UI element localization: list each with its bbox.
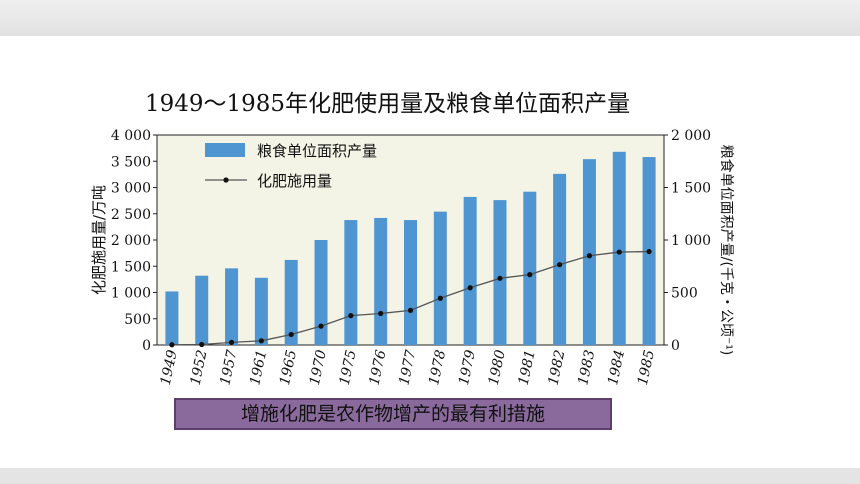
bar-grain-yield [254,277,268,345]
right-tick-label: 1 000 [671,233,711,249]
left-tick-label: 1 000 [111,286,151,302]
point-fertilizer [527,272,533,278]
point-fertilizer [169,342,175,348]
legend-swatch-bars [205,143,245,157]
legend-swatch-point [223,177,229,183]
left-tick-label: 3 000 [111,181,151,197]
x-tick-label: 1978 [426,348,449,386]
right-axis-label: 粮食单位面积产量/(千克・公顷⁻¹) [718,145,735,356]
top-band [0,0,860,36]
point-fertilizer [348,313,354,319]
x-tick-label: 1977 [396,348,419,386]
point-fertilizer [199,341,205,348]
x-tick-label: 1961 [247,349,270,387]
bottom-band [0,468,860,484]
x-tick-label: 1985 [635,348,658,386]
x-tick-label: 1965 [277,348,300,386]
x-tick-label: 1979 [456,348,479,386]
x-tick-label: 1984 [605,349,628,387]
bar-grain-yield [463,196,477,345]
bar-grain-yield [225,268,239,345]
point-fertilizer [616,249,622,255]
chart-title: 1949～1985年化肥使用量及粮食单位面积产量 [145,91,631,117]
bar-grain-yield [553,173,567,345]
x-tick-label: 1957 [217,348,240,386]
bar-grain-yield [523,191,537,345]
bar-grain-yield [165,291,179,345]
point-fertilizer [586,253,593,259]
x-tick-label: 1970 [307,348,330,386]
point-fertilizer [288,331,294,338]
x-tick-label: 1983 [575,348,598,386]
x-tick-label: 1975 [337,348,360,386]
x-tick-label: 1981 [516,349,539,387]
x-tick-label: 1952 [188,348,211,386]
left-axis-label: 化肥施用量/万吨 [90,185,108,295]
point-fertilizer [318,323,324,329]
bar-grain-yield [284,259,298,345]
point-fertilizer [467,285,473,291]
bar-grain-yield [404,220,417,345]
legend-label-line: 化肥施用量 [257,172,332,190]
left-tick-label: 3 500 [111,154,151,170]
point-fertilizer [407,307,414,313]
point-fertilizer [378,310,384,317]
x-tick-label: 1982 [545,348,568,386]
bar-grain-yield [582,159,596,345]
left-tick-label: 2 500 [111,207,151,223]
left-tick-label: 500 [124,312,151,328]
right-tick-label: 1 500 [671,181,711,197]
point-fertilizer [497,275,503,281]
x-tick-label: 1949 [158,348,181,386]
left-tick-label: 4 000 [111,128,151,144]
left-tick-label: 2 000 [111,233,151,249]
point-fertilizer [258,338,264,344]
bar-grain-yield [493,200,507,345]
left-tick-label: 1 500 [111,259,151,275]
right-tick-label: 0 [671,338,680,354]
bar-grain-yield [314,240,328,345]
legend-label-bars: 粮食单位面积产量 [257,142,377,160]
bar-grain-yield [612,151,626,345]
point-fertilizer [228,339,235,345]
right-tick-label: 2 000 [671,128,711,144]
point-fertilizer [557,262,563,268]
conclusion-callout: 增施化肥是农作物增产的最有利措施 [174,398,612,430]
bar-grain-yield [433,211,447,345]
right-tick-label: 500 [671,286,698,302]
bar-grain-yield [344,220,358,345]
bar-grain-yield [374,217,388,345]
point-fertilizer [646,248,652,255]
bar-grain-yield [195,275,209,345]
x-tick-label: 1976 [367,348,390,386]
point-fertilizer [437,295,443,301]
left-tick-label: 0 [142,338,151,354]
x-tick-label: 1980 [486,348,509,386]
